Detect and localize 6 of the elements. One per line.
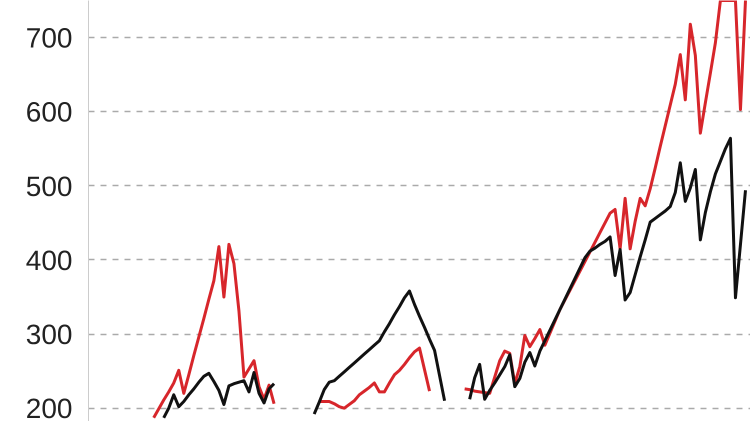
y-tick-label: 400 xyxy=(26,244,72,276)
y-tick-label: 300 xyxy=(26,319,72,350)
y-tick-label: 600 xyxy=(26,96,72,128)
y-tick-label: 500 xyxy=(26,170,72,202)
y-tick-label: 200 xyxy=(26,393,72,421)
y-tick-label: 700 xyxy=(26,22,72,54)
